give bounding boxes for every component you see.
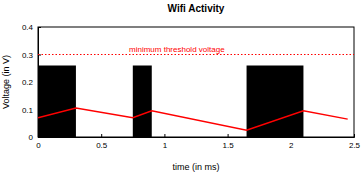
y-tick-label: 0.1 (22, 106, 34, 115)
plot-frame (38, 27, 354, 137)
title: Wifi Activity (168, 3, 225, 14)
voltage-line (38, 108, 348, 130)
x-tick: 0.5 (96, 134, 108, 150)
x-tick-label: 2.5 (349, 141, 361, 150)
y-tick-label: 0.3 (22, 51, 34, 60)
x-axis: 0 0.5 1 1.5 2 2.5 (36, 134, 360, 150)
annotations: minimum threshold voltage (129, 45, 225, 54)
marks (38, 55, 354, 138)
threshold-label: minimum threshold voltage (129, 45, 225, 54)
x-tick-label: 1 (163, 141, 168, 150)
x-tick-label: 1.5 (223, 141, 235, 150)
x-axis-title: time (in ms) (173, 162, 220, 172)
y-tick-label: 0.4 (22, 23, 34, 32)
y-tick-label: 0.2 (22, 78, 34, 87)
y-tick-label: 0 (29, 133, 34, 142)
plot: 0 0.5 1 1.5 2 2.5 0 0.1 0.2 0.3 0.4 minimum thresho… (22, 23, 361, 150)
signal-burst (133, 66, 152, 138)
signal-burst (247, 66, 304, 138)
x-tick-label: 0.5 (96, 141, 108, 150)
x-tick-label: 0 (36, 141, 41, 150)
y-axis-title: Voltage (in V) (1, 55, 11, 109)
x-tick: 1 (163, 134, 168, 150)
threshold-line (38, 54, 354, 55)
signal-burst (38, 66, 76, 138)
x-tick: 2.5 (349, 134, 361, 150)
x-tick: 1.5 (223, 134, 235, 150)
chart: 0 0.5 1 1.5 2 2.5 0 0.1 0.2 0.3 0.4 minimum thresho… (0, 0, 362, 174)
x-tick-label: 2 (289, 141, 294, 150)
